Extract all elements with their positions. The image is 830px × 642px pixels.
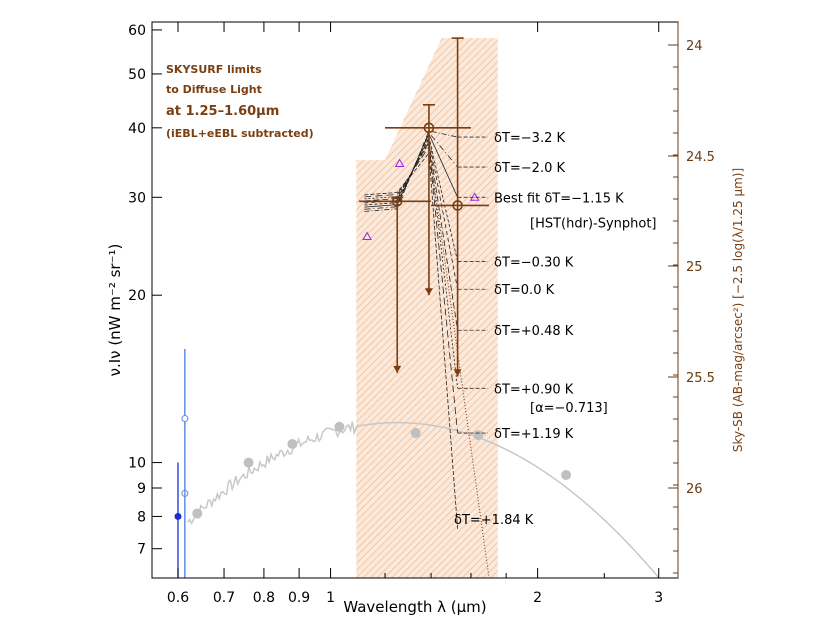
skysurf-arrow-2	[453, 369, 462, 377]
model-label-2: Best fit δT=−1.15 K	[494, 191, 624, 206]
right-tick-label-2: 25	[686, 260, 703, 275]
title-line-4: (iEBL+eEBL subtracted)	[166, 127, 314, 140]
x-tick-label-3: 0.9	[288, 590, 310, 606]
y-tick-label-4: 20	[128, 288, 146, 304]
zodi-point-2	[287, 438, 298, 449]
skysurf-point-1	[423, 122, 435, 134]
right-tick-label-1: 24.5	[686, 150, 715, 165]
model-line-5	[364, 140, 458, 331]
y-tick-label-8: 60	[128, 23, 146, 39]
right-tick-label-3: 25.5	[686, 371, 715, 386]
model-label-8: [α=−0.713]	[530, 401, 608, 416]
skysurf-arrow-0	[393, 365, 402, 373]
x-tick-label-1: 0.7	[213, 590, 235, 606]
model-label-5: δT=0.0 K	[494, 283, 555, 298]
model-line-1	[364, 131, 458, 210]
title-line-3: at 1.25–1.60μm	[166, 104, 279, 119]
triangle-point-2	[469, 192, 480, 201]
title-line-1: SKYSURF limits	[166, 63, 262, 76]
model-line-3	[364, 135, 458, 262]
y-tick-label-1: 8	[137, 509, 146, 525]
y-tick-label-7: 50	[128, 67, 146, 83]
skysurf-point-2	[452, 200, 463, 211]
right-axis-label: Sky-SB (AB-mag/arcsec²) [−2.5 log(λ/1.25…	[731, 168, 745, 452]
model-label-4: δT=−0.30 K	[494, 255, 574, 270]
x-tick-label-4: 1	[326, 590, 335, 606]
model-line-6	[364, 142, 458, 389]
triangle-point-0	[362, 231, 372, 241]
x-tick-label-0: 0.6	[167, 590, 189, 606]
model-line-dotted	[428, 146, 490, 578]
skysurf-point-0	[391, 196, 403, 207]
model-line-8	[364, 152, 458, 529]
x-tick-label-5: 2	[533, 590, 542, 606]
zodi-point-4	[410, 428, 421, 439]
zodi-point-3	[334, 421, 345, 432]
model-label-10: δT=+1.84 K	[454, 513, 534, 528]
y-tick-label-0: 7	[137, 542, 146, 558]
skysurf-arrow-1	[424, 288, 433, 296]
x-tick-label-6: 3	[654, 590, 663, 606]
x-axis-label: Wavelength λ (μm)	[343, 598, 486, 616]
model-label-9: δT=+1.19 K	[494, 427, 574, 442]
y-tick-label-2: 9	[137, 481, 146, 497]
zodi-point-5	[473, 430, 484, 441]
y-axis-label: ν.Iν (nW m⁻² sr⁻¹)	[106, 244, 124, 377]
y-tick-label-3: 10	[128, 456, 146, 472]
model-label-0: δT=−3.2 K	[494, 131, 565, 146]
right-tick-label-0: 24	[686, 39, 703, 54]
triangle-point-1	[394, 158, 405, 168]
zodi-point-1	[243, 457, 254, 468]
x-tick-label-2: 0.8	[253, 590, 275, 606]
zodi-point-6	[561, 469, 572, 480]
title-line-2: to Diffuse Light	[166, 83, 262, 96]
right-tick-label-4: 26	[686, 482, 703, 497]
zodi-point-0	[192, 508, 203, 519]
model-line-7	[364, 145, 458, 434]
model-label-1: δT=−2.0 K	[494, 161, 565, 176]
y-tick-label-5: 30	[128, 190, 146, 206]
model-label-3: [HST(hdr)-Synphot]	[530, 217, 657, 232]
blue-point-0	[174, 512, 182, 520]
model-label-7: δT=+0.90 K	[494, 382, 574, 397]
blue-point-2	[181, 415, 189, 423]
shaded-region	[356, 38, 498, 578]
model-label-6: δT=+0.48 K	[494, 324, 574, 339]
y-tick-label-6: 40	[128, 121, 146, 137]
zodiacal-model-curve	[187, 421, 660, 578]
